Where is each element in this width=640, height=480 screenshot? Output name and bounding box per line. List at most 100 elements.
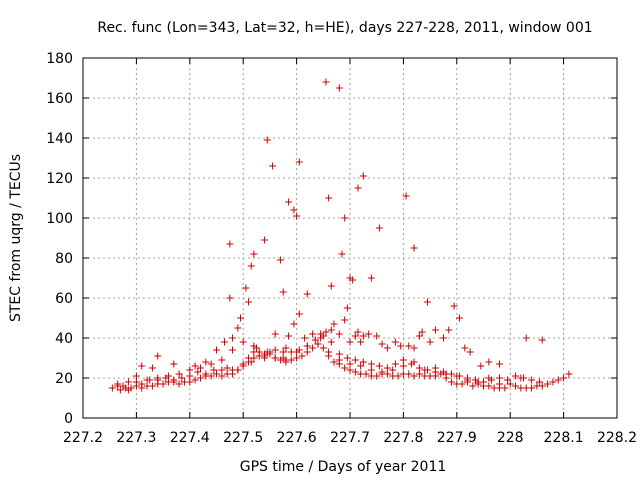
data-point bbox=[375, 224, 383, 232]
data-point bbox=[148, 382, 156, 390]
y-axis-label: STEC from uqrg / TECUs bbox=[8, 154, 24, 322]
x-tick-label: 227.7 bbox=[330, 430, 370, 446]
data-point bbox=[138, 380, 146, 388]
data-point bbox=[293, 348, 301, 356]
data-point bbox=[466, 348, 474, 356]
data-point bbox=[317, 330, 325, 338]
data-point bbox=[175, 380, 183, 388]
x-tick-label: 227.5 bbox=[223, 430, 263, 446]
data-point bbox=[191, 362, 199, 370]
data-point bbox=[554, 376, 562, 384]
data-point bbox=[496, 374, 504, 382]
data-point bbox=[327, 326, 335, 334]
data-point bbox=[415, 332, 423, 340]
data-point bbox=[178, 374, 186, 382]
data-point bbox=[247, 358, 255, 366]
data-point bbox=[186, 366, 194, 374]
data-point bbox=[303, 342, 311, 350]
data-point bbox=[389, 366, 397, 374]
data-point bbox=[354, 184, 362, 192]
data-point bbox=[245, 298, 253, 306]
data-point bbox=[357, 338, 365, 346]
x-tick-label: 227.4 bbox=[170, 430, 210, 446]
data-point bbox=[207, 360, 215, 368]
data-point bbox=[250, 250, 258, 258]
data-point bbox=[335, 84, 343, 92]
data-point bbox=[154, 352, 162, 360]
data-point bbox=[341, 214, 349, 222]
data-point bbox=[301, 334, 309, 342]
data-point bbox=[138, 362, 146, 370]
data-point bbox=[213, 370, 220, 378]
data-point bbox=[210, 366, 218, 374]
data-point bbox=[399, 356, 407, 364]
data-point bbox=[367, 274, 375, 282]
data-point bbox=[399, 362, 407, 370]
y-tick-label: 160 bbox=[46, 91, 73, 107]
data-point bbox=[221, 338, 229, 346]
data-point bbox=[421, 366, 429, 374]
data-point bbox=[418, 328, 426, 336]
data-point bbox=[226, 240, 234, 248]
data-point bbox=[469, 382, 477, 390]
y-tick-label: 140 bbox=[46, 131, 73, 147]
data-point bbox=[341, 364, 349, 372]
data-point bbox=[116, 386, 124, 394]
data-point bbox=[410, 372, 418, 380]
data-point bbox=[522, 334, 530, 342]
data-point bbox=[148, 364, 156, 372]
data-point bbox=[154, 374, 162, 382]
data-point bbox=[405, 342, 413, 350]
data-point bbox=[504, 376, 512, 384]
data-point bbox=[143, 376, 151, 384]
data-point bbox=[346, 338, 354, 346]
data-point bbox=[461, 344, 469, 352]
data-point bbox=[338, 250, 346, 258]
data-point bbox=[458, 380, 466, 388]
data-point bbox=[322, 78, 330, 86]
data-point bbox=[485, 382, 493, 390]
data-point bbox=[528, 384, 536, 392]
data-point bbox=[501, 384, 509, 392]
chart-title: Rec. func (Lon=343, Lat=32, h=HE), days … bbox=[97, 20, 592, 36]
y-tick-label: 20 bbox=[55, 371, 73, 387]
data-point bbox=[439, 334, 447, 342]
data-point bbox=[223, 364, 231, 372]
data-point bbox=[453, 372, 461, 380]
data-point bbox=[359, 172, 367, 180]
data-point bbox=[159, 380, 167, 388]
data-point bbox=[218, 356, 226, 364]
data-point bbox=[253, 344, 261, 352]
x-tick-label: 227.6 bbox=[277, 430, 317, 446]
data-point bbox=[108, 384, 116, 392]
data-point bbox=[247, 262, 255, 270]
data-point bbox=[327, 282, 335, 290]
y-tick-label: 80 bbox=[55, 251, 73, 267]
data-point bbox=[186, 372, 194, 380]
data-point bbox=[293, 354, 301, 362]
data-point bbox=[378, 340, 386, 348]
x-axis-label: GPS time / Days of year 2011 bbox=[240, 459, 447, 475]
y-tick-label: 0 bbox=[64, 411, 73, 427]
data-point bbox=[544, 380, 552, 388]
x-tick-label: 228 bbox=[497, 430, 524, 446]
data-point bbox=[351, 332, 359, 340]
data-point bbox=[269, 162, 277, 170]
data-point bbox=[351, 368, 359, 376]
data-point bbox=[303, 348, 311, 356]
data-point bbox=[549, 378, 557, 386]
y-tick-label: 40 bbox=[55, 331, 73, 347]
data-point bbox=[330, 320, 338, 328]
data-point bbox=[341, 316, 349, 324]
data-point bbox=[242, 284, 250, 292]
data-point bbox=[426, 338, 434, 346]
data-point bbox=[170, 360, 178, 368]
data-point bbox=[517, 374, 525, 382]
data-point bbox=[415, 364, 423, 372]
data-point bbox=[485, 374, 493, 382]
data-point bbox=[279, 348, 287, 356]
data-point bbox=[170, 376, 178, 384]
data-point bbox=[343, 304, 351, 312]
data-point bbox=[335, 330, 343, 338]
data-point bbox=[295, 310, 303, 318]
